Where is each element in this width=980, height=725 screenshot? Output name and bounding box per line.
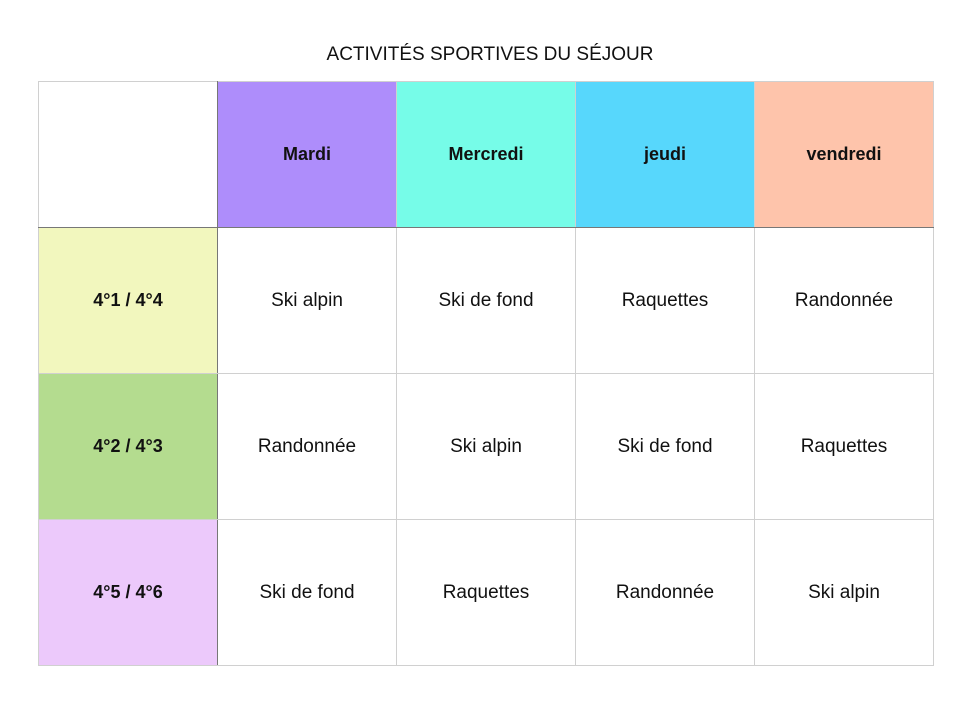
schedule-table: Mardi Mercredi jeudi vendredi 4°1 / 4°4 …	[38, 81, 934, 666]
day-header-mardi: Mardi	[217, 81, 397, 228]
group-header: 4°1 / 4°4	[38, 227, 218, 374]
activity-cell: Ski de fond	[575, 373, 755, 520]
activity-cell: Ski alpin	[396, 373, 576, 520]
activity-cell: Raquettes	[754, 373, 934, 520]
day-header-mercredi: Mercredi	[396, 81, 576, 228]
activity-cell: Randonnée	[217, 373, 397, 520]
activity-cell: Raquettes	[575, 227, 755, 374]
group-header: 4°2 / 4°3	[38, 373, 218, 520]
activity-cell: Raquettes	[396, 519, 576, 666]
page-title: ACTIVITÉS SPORTIVES DU SÉJOUR	[326, 44, 654, 65]
table-row: 4°2 / 4°3 Randonnée Ski alpin Ski de fon…	[38, 373, 934, 520]
activity-cell: Randonnée	[575, 519, 755, 666]
table-row: 4°1 / 4°4 Ski alpin Ski de fond Raquette…	[38, 227, 934, 374]
activity-cell: Ski de fond	[217, 519, 397, 666]
activity-cell: Randonnée	[754, 227, 934, 374]
day-header-vendredi: vendredi	[754, 81, 934, 228]
corner-cell	[38, 81, 218, 228]
activity-cell: Ski alpin	[217, 227, 397, 374]
table-row: 4°5 / 4°6 Ski de fond Raquettes Randonné…	[38, 519, 934, 666]
group-header: 4°5 / 4°6	[38, 519, 218, 666]
activity-cell: Ski de fond	[396, 227, 576, 374]
activity-cell: Ski alpin	[754, 519, 934, 666]
header-row: Mardi Mercredi jeudi vendredi	[38, 81, 934, 228]
day-header-jeudi: jeudi	[575, 81, 755, 228]
